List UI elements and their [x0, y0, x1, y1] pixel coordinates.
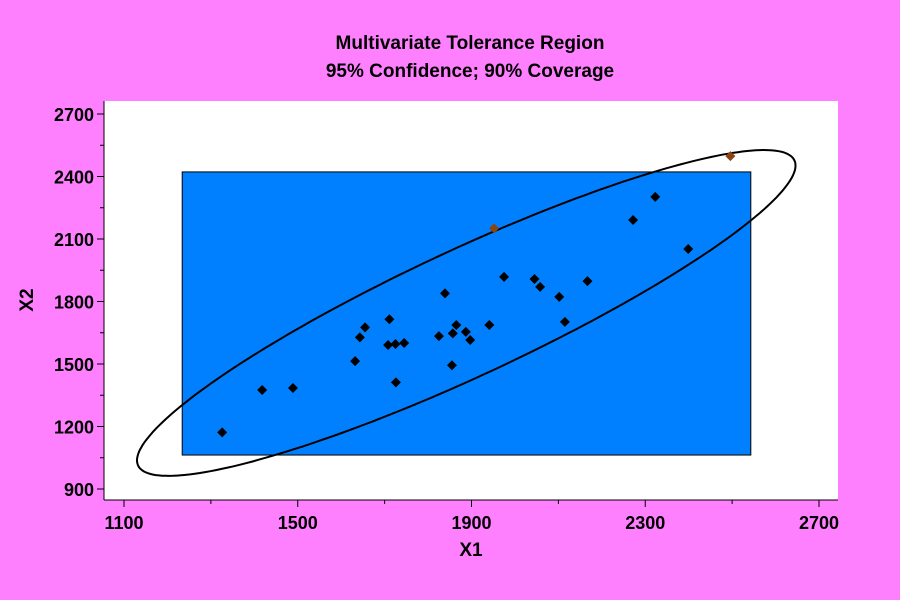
data-point [384, 314, 395, 325]
data-point [559, 316, 570, 327]
tolerance-rectangle [181, 171, 752, 456]
data-point [628, 215, 639, 226]
y-tick-label: 2400 [54, 168, 94, 188]
data-point [257, 385, 268, 396]
data-point [499, 271, 510, 282]
data-point [465, 335, 476, 346]
data-point [447, 328, 458, 339]
x-tick-label: 1100 [104, 513, 143, 533]
data-point [582, 276, 593, 287]
y-tick-label: 1500 [54, 355, 94, 375]
data-point [451, 320, 462, 331]
x-tick-label: 2300 [625, 513, 665, 533]
data-point [433, 331, 444, 342]
chart-subtitle: 95% Confidence; 90% Coverage [326, 61, 614, 82]
data-point [650, 191, 661, 202]
x-tick-label: 1500 [278, 513, 318, 533]
data-point [683, 244, 694, 254]
data-point [383, 340, 394, 351]
data-point [440, 288, 451, 299]
data-point [529, 274, 540, 284]
chart-title: Multivariate Tolerance Region [336, 33, 605, 54]
y-tick-label: 900 [64, 480, 94, 500]
data-point [484, 320, 495, 331]
y-tick-label: 1200 [54, 418, 94, 438]
data-point [460, 326, 471, 337]
data-point [350, 356, 361, 367]
data-point [446, 360, 457, 371]
data-point [554, 291, 565, 302]
y-axis-label: X2 [17, 288, 38, 311]
y-tick-label: 1800 [54, 293, 94, 313]
data-point [535, 281, 546, 292]
x-axis-label: X1 [459, 540, 483, 561]
data-point [287, 382, 298, 393]
x-tick-label: 2700 [799, 513, 839, 533]
tolerance-ellipse [135, 148, 797, 477]
y-tick-label: 2100 [54, 230, 94, 250]
data-point [354, 332, 365, 343]
data-point [399, 337, 410, 348]
y-tick-label: 2700 [54, 105, 94, 125]
outlier-point [489, 223, 500, 234]
x-tick-label: 1900 [451, 513, 491, 533]
data-point [360, 322, 371, 333]
data-point [390, 339, 401, 349]
outlier-point [725, 151, 736, 162]
data-point [390, 377, 401, 388]
data-point [217, 427, 228, 438]
